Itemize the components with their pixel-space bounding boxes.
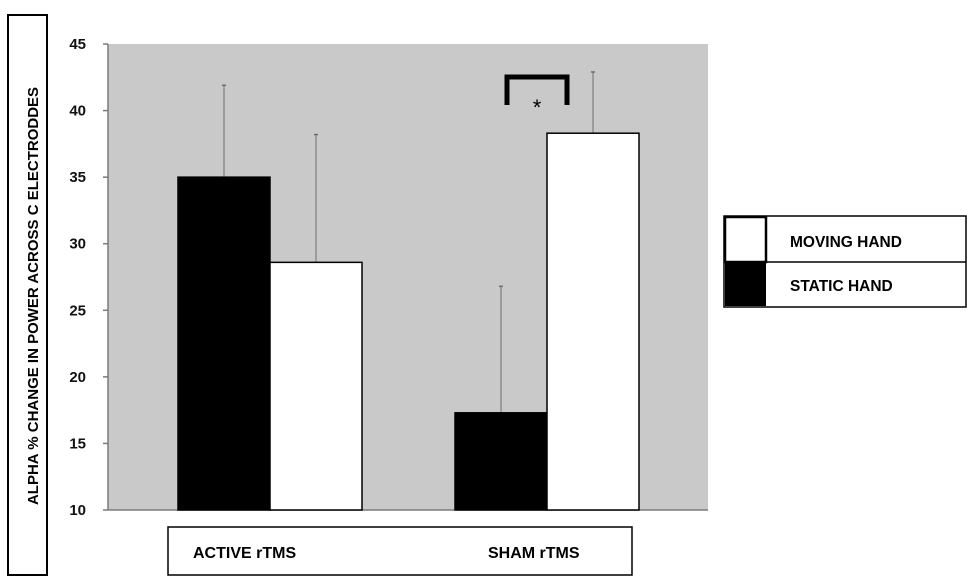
significance-star: *: [533, 95, 542, 120]
bar-sham-rtms-moving-hand: [546, 132, 640, 511]
bar-active-rtms-moving-hand: [269, 261, 363, 511]
bars: [177, 132, 640, 511]
legend-label-moving-hand: MOVING HAND: [790, 234, 902, 251]
legend-swatch-static-hand: [725, 262, 766, 306]
y-tick-label: 45: [69, 36, 86, 53]
y-tick-label: 40: [69, 103, 86, 120]
y-tick-label: 10: [69, 502, 86, 519]
y-tick-label: 30: [69, 236, 86, 253]
significance-bracket: [504, 74, 570, 105]
y-axis-title-box: [7, 14, 48, 576]
y-tick-label: 25: [69, 302, 86, 319]
y-axis-label: ALPHA % CHANGE IN POWER ACROSS C ELECTRO…: [25, 87, 42, 505]
legend: MOVING HAND STATIC HAND: [723, 215, 967, 308]
legend-label-static-hand: STATIC HAND: [790, 278, 893, 295]
legend-swatch-moving-hand: [723, 215, 768, 264]
bar-active-rtms-static-hand: [177, 176, 271, 511]
category-label-active-rtms: ACTIVE rTMS: [193, 545, 296, 562]
error-bars: [222, 71, 595, 413]
category-label-box: [167, 526, 633, 576]
y-tick-label: 20: [69, 369, 86, 386]
y-ticks: 10 15 20 25 30 35 40 45: [69, 36, 108, 519]
bar-sham-rtms-static-hand: [454, 412, 548, 511]
category-label-sham-rtms: SHAM rTMS: [488, 545, 580, 562]
y-tick-label: 15: [69, 435, 86, 452]
y-tick-label: 35: [69, 169, 86, 186]
